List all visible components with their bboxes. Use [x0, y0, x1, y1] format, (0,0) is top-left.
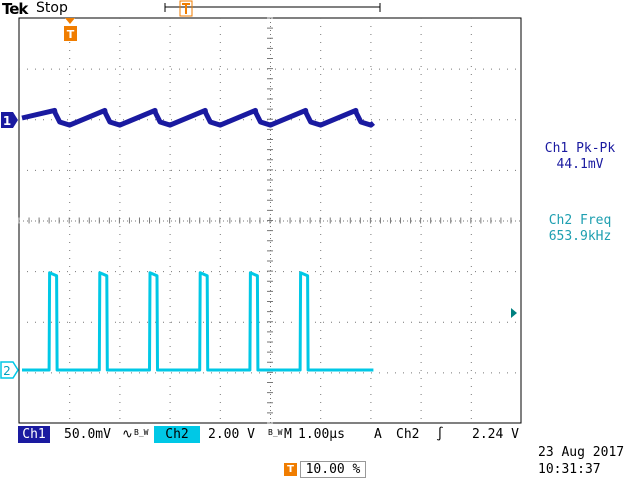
time: 10:31:37 — [538, 462, 601, 477]
trigger-mode: A — [374, 427, 382, 442]
date: 23 Aug 2017 — [538, 445, 625, 460]
datetime-display: 23 Aug 2017 10:31:37 — [538, 444, 624, 478]
measurement-value: 653.9kHz — [548, 229, 612, 244]
graticule-grid — [18, 17, 520, 424]
ch2-scale[interactable]: 2.00 V — [208, 427, 255, 442]
measurement-label: Ch1 Pk-Pk — [544, 141, 616, 156]
record-view-bar — [164, 0, 381, 17]
trigger-level-marker[interactable] — [511, 308, 517, 318]
measurement-value: 44.1mV — [556, 157, 604, 172]
svg-text:T: T — [67, 28, 75, 41]
ch1-bandwidth-limit-icon: B_W — [134, 428, 149, 437]
ch1-scale[interactable]: 50.0mV — [64, 427, 111, 442]
timebase-value[interactable]: 1.00µs — [298, 427, 345, 442]
trigger-source[interactable]: Ch2 — [396, 427, 420, 442]
trigger-slope-icon: ∫ — [436, 427, 444, 442]
measurement-ch2-freq: Ch2 Freq 653.9kHz — [525, 213, 635, 245]
ch2-label[interactable]: Ch2 — [154, 426, 200, 443]
ch1-trace — [21, 107, 376, 128]
ch1-ground-marker[interactable]: 1 — [1, 112, 18, 128]
ch1-label[interactable]: Ch1 — [18, 426, 50, 443]
ch2-trace — [22, 271, 374, 372]
ch2-bandwidth-limit-icon: B_W — [268, 428, 283, 437]
acquisition-state: Stop — [36, 0, 68, 16]
svg-text:1: 1 — [3, 114, 11, 128]
brand-logo: Tek — [2, 0, 28, 18]
status-bar: Ch1 50.0mV ∿ B_W Ch2 2.00 V B_W M 1.00µs… — [18, 426, 526, 443]
trigger-position-readout[interactable]: T 10.00 % — [284, 461, 366, 478]
trigger-position-marker[interactable]: T — [64, 18, 77, 41]
trigger-position-value: 10.00 % — [300, 461, 366, 478]
trigger-icon: T — [284, 463, 297, 476]
trigger-level[interactable]: 2.24 V — [472, 427, 519, 442]
measurement-ch1-pkpk: Ch1 Pk-Pk 44.1mV — [525, 141, 635, 173]
waveform-traces — [21, 107, 376, 372]
measurement-label: Ch2 Freq — [548, 213, 612, 228]
timebase-label: M — [284, 427, 292, 442]
ch2-ground-marker[interactable]: 2 — [0, 361, 19, 379]
ch1-coupling-icon: ∿ — [122, 427, 133, 442]
svg-text:2: 2 — [3, 364, 11, 378]
